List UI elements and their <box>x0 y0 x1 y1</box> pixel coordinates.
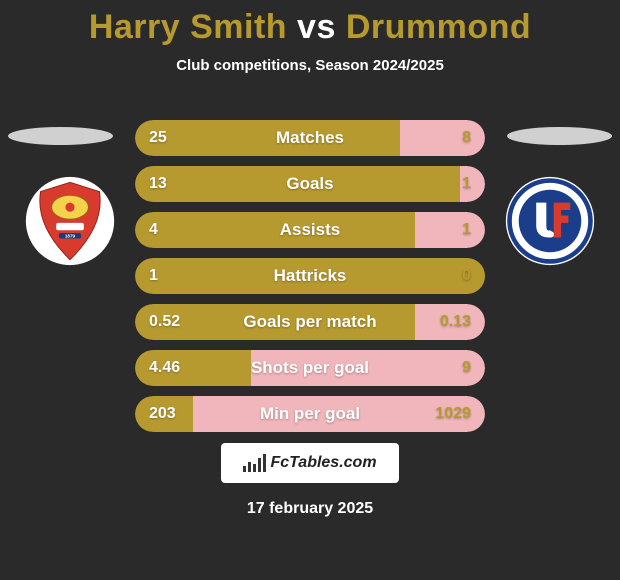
team-crest-right <box>504 175 596 267</box>
stat-value-right: 0 <box>462 258 471 294</box>
player-shadow-left <box>8 127 113 145</box>
stat-row: Matches25 8 <box>135 120 485 156</box>
stat-value-right: 8 <box>462 120 471 156</box>
stat-label: Goals per match <box>135 304 485 340</box>
stat-value-left: 25 <box>149 120 167 156</box>
stat-row: Hattricks1 0 <box>135 258 485 294</box>
stat-label: Assists <box>135 212 485 248</box>
stat-label: Min per goal <box>135 396 485 432</box>
stat-row: Goals per match0.52 0.13 <box>135 304 485 340</box>
svg-text:1879: 1879 <box>65 234 76 239</box>
page-title: Harry Smith vs Drummond <box>0 0 620 47</box>
bar-chart-icon <box>243 454 266 472</box>
subtitle: Club competitions, Season 2024/2025 <box>0 57 620 74</box>
stat-value-left: 1 <box>149 258 158 294</box>
stat-row: Min per goal203 1029 <box>135 396 485 432</box>
footer-date: 17 february 2025 <box>0 500 620 518</box>
stat-value-left: 4 <box>149 212 158 248</box>
team-crest-left: 1879 <box>24 175 116 267</box>
stat-value-right: 1 <box>462 212 471 248</box>
stat-label: Hattricks <box>135 258 485 294</box>
title-left: Harry Smith <box>89 8 287 46</box>
stat-row: Goals13 1 <box>135 166 485 202</box>
stat-value-right: 1 <box>462 166 471 202</box>
title-vs: vs <box>297 8 336 46</box>
stat-value-right: 0.13 <box>440 304 471 340</box>
stat-value-left: 4.46 <box>149 350 180 386</box>
title-right: Drummond <box>346 8 531 46</box>
stat-row: Assists4 1 <box>135 212 485 248</box>
stat-label: Goals <box>135 166 485 202</box>
stats-container: Matches258Goals131Assists41Hattricks10Go… <box>135 120 485 442</box>
stat-value-right: 9 <box>462 350 471 386</box>
player-shadow-right <box>507 127 612 145</box>
stat-value-left: 0.52 <box>149 304 180 340</box>
stat-value-right: 1029 <box>435 396 471 432</box>
stat-value-left: 203 <box>149 396 176 432</box>
stat-label: Shots per goal <box>135 350 485 386</box>
stat-label: Matches <box>135 120 485 156</box>
stat-value-left: 13 <box>149 166 167 202</box>
stat-row: Shots per goal4.46 9 <box>135 350 485 386</box>
footer-logo: FcTables.com <box>221 443 399 483</box>
footer-logo-text: FcTables.com <box>270 454 376 472</box>
